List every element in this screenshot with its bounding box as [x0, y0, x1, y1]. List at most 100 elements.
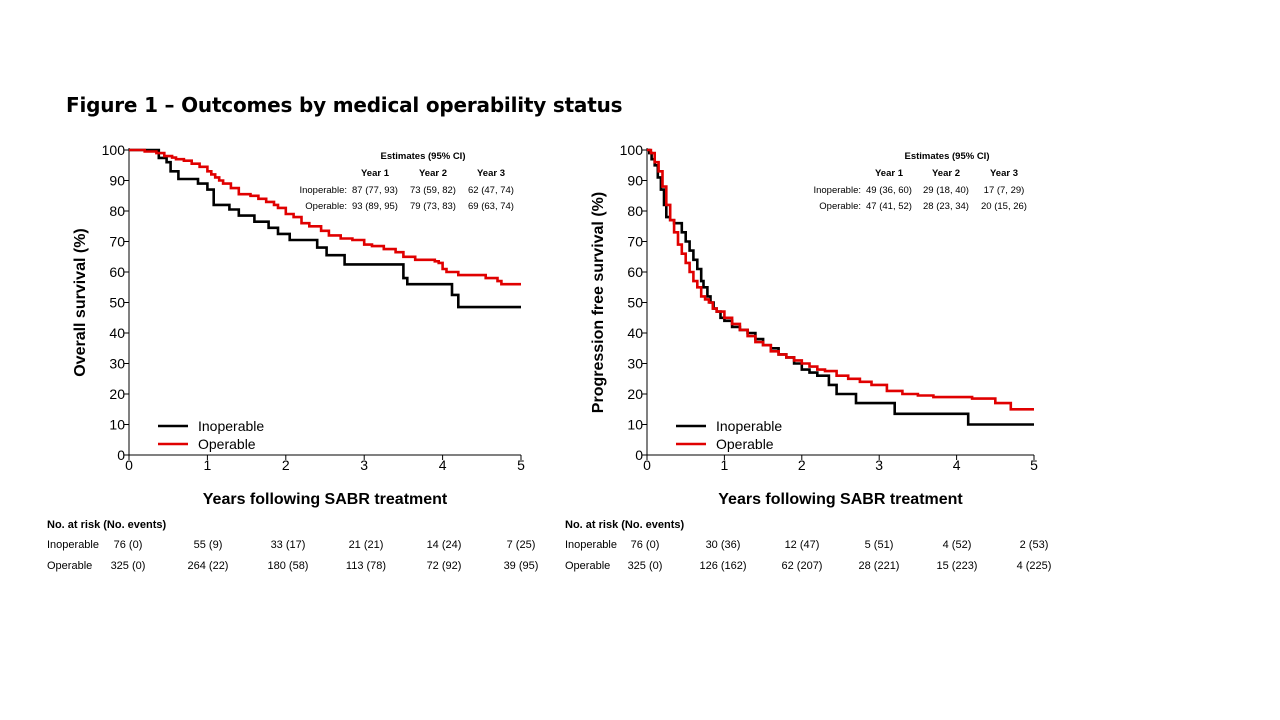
- risk-value: 33 (17): [271, 539, 306, 551]
- x-tick-label: 3: [875, 457, 883, 473]
- risk-value: 325 (0): [111, 560, 146, 572]
- legend-label-operable: Operable: [716, 436, 774, 452]
- risk-value: 21 (21): [349, 539, 384, 551]
- y-tick-label: 60: [109, 264, 125, 280]
- x-tick-label: 1: [721, 457, 729, 473]
- figure-title: Figure 1 – Outcomes by medical operabili…: [66, 93, 623, 117]
- y-tick-label: 80: [627, 203, 643, 219]
- estimate-value: 49 (36, 60): [866, 185, 912, 196]
- estimates-column-header: Year 3: [990, 168, 1018, 179]
- x-tick-label: 4: [953, 457, 961, 473]
- legend-label-inoperable: Inoperable: [716, 418, 782, 434]
- x-tick-label: 0: [125, 457, 133, 473]
- risk-value: 72 (92): [427, 560, 462, 572]
- estimates-title: Estimates (95% CI): [904, 151, 989, 162]
- estimates-column-header: Year 1: [361, 168, 390, 179]
- risk-row-label: Inoperable: [565, 539, 617, 551]
- x-tick-label: 3: [360, 457, 368, 473]
- y-tick-label: 40: [627, 325, 643, 341]
- legend-label-inoperable: Inoperable: [198, 418, 264, 434]
- x-tick-label: 4: [439, 457, 447, 473]
- risk-value: 4 (225): [1017, 560, 1052, 572]
- risk-value: 14 (24): [427, 539, 462, 551]
- risk-value: 2 (53): [1020, 539, 1049, 551]
- estimate-value: 20 (15, 26): [981, 201, 1027, 212]
- risk-value: 113 (78): [346, 560, 386, 572]
- y-tick-label: 90: [627, 173, 643, 189]
- risk-value: 30 (36): [706, 539, 741, 551]
- estimates-title: Estimates (95% CI): [380, 151, 465, 162]
- y-tick-label: 30: [627, 356, 643, 372]
- y-tick-label: 50: [109, 295, 125, 311]
- y-tick-label: 90: [109, 173, 125, 189]
- estimates-column-header: Year 2: [932, 168, 960, 179]
- risk-value: 4 (52): [943, 539, 972, 551]
- risk-value: 5 (51): [865, 539, 894, 551]
- estimates-row-label: Operable:: [305, 201, 347, 212]
- y-tick-label: 0: [117, 447, 125, 463]
- estimate-value: 73 (59, 82): [410, 185, 456, 196]
- y-tick-label: 80: [109, 203, 125, 219]
- series-line-inoperable: [129, 148, 521, 309]
- estimates-row-label: Operable:: [819, 201, 861, 212]
- x-tick-label: 5: [1030, 457, 1038, 473]
- risk-row-label: Operable: [47, 560, 92, 572]
- estimate-value: 62 (47, 74): [468, 185, 514, 196]
- x-axis-title: Years following SABR treatment: [718, 491, 963, 508]
- risk-value: 126 (162): [699, 560, 746, 572]
- risk-table-title: No. at risk (No. events): [565, 519, 685, 531]
- y-tick-label: 70: [109, 234, 125, 250]
- risk-value: 264 (22): [188, 560, 229, 572]
- y-tick-label: 50: [627, 295, 643, 311]
- y-tick-label: 20: [109, 386, 125, 402]
- y-tick-label: 100: [620, 142, 644, 158]
- y-tick-label: 40: [109, 325, 125, 341]
- estimates-column-header: Year 3: [477, 168, 505, 179]
- x-tick-label: 1: [204, 457, 212, 473]
- y-axis-title: Progression free survival (%): [590, 192, 607, 413]
- estimate-value: 28 (23, 34): [923, 201, 969, 212]
- risk-row-label: Inoperable: [47, 539, 99, 551]
- y-tick-label: 70: [627, 234, 643, 250]
- y-axis-title: Overall survival (%): [72, 228, 89, 377]
- risk-table-title: No. at risk (No. events): [47, 519, 167, 531]
- y-tick-label: 0: [635, 447, 643, 463]
- series-line-operable: [129, 148, 521, 286]
- risk-value: 62 (207): [782, 560, 823, 572]
- risk-value: 76 (0): [631, 539, 660, 551]
- x-tick-label: 0: [643, 457, 651, 473]
- risk-row-label: Operable: [565, 560, 610, 572]
- y-tick-label: 60: [627, 264, 643, 280]
- risk-value: 180 (58): [268, 560, 309, 572]
- estimate-value: 87 (77, 93): [352, 185, 398, 196]
- series-line-operable: [647, 148, 1034, 411]
- estimate-value: 29 (18, 40): [923, 185, 969, 196]
- estimate-value: 69 (63, 74): [468, 201, 514, 212]
- y-tick-label: 30: [109, 356, 125, 372]
- y-tick-label: 10: [109, 417, 125, 433]
- risk-value: 76 (0): [114, 539, 143, 551]
- progression-free-survival-plot: 0 10 20 30 40 50 60 70 80 90 100 0 1 2 3 4 5 Progression …: [565, 142, 1052, 572]
- estimates-column-header: Year 2: [419, 168, 447, 179]
- estimate-value: 79 (73, 83): [410, 201, 456, 212]
- risk-value: 7 (25): [507, 539, 536, 551]
- estimates-row-label: Inoperable:: [299, 185, 347, 196]
- risk-value: 12 (47): [785, 539, 820, 551]
- risk-value: 325 (0): [628, 560, 663, 572]
- x-tick-label: 2: [798, 457, 806, 473]
- estimates-column-header: Year 1: [875, 168, 904, 179]
- x-axis-title: Years following SABR treatment: [203, 491, 448, 508]
- x-tick-label: 5: [517, 457, 525, 473]
- y-tick-label: 100: [102, 142, 126, 158]
- estimate-value: 17 (7, 29): [984, 185, 1025, 196]
- estimate-value: 47 (41, 52): [866, 201, 912, 212]
- estimates-row-label: Inoperable:: [813, 185, 861, 196]
- risk-value: 55 (9): [194, 539, 223, 551]
- estimate-value: 93 (89, 95): [352, 201, 398, 212]
- legend-label-operable: Operable: [198, 436, 256, 452]
- x-tick-label: 2: [282, 457, 290, 473]
- overall-survival-plot: 0 10 20 30 40 50 60 70 80 90 100 0 1 2 3 4 5 Overall surv…: [47, 142, 538, 572]
- risk-value: 28 (221): [859, 560, 900, 572]
- risk-value: 15 (223): [937, 560, 978, 572]
- y-tick-label: 20: [627, 386, 643, 402]
